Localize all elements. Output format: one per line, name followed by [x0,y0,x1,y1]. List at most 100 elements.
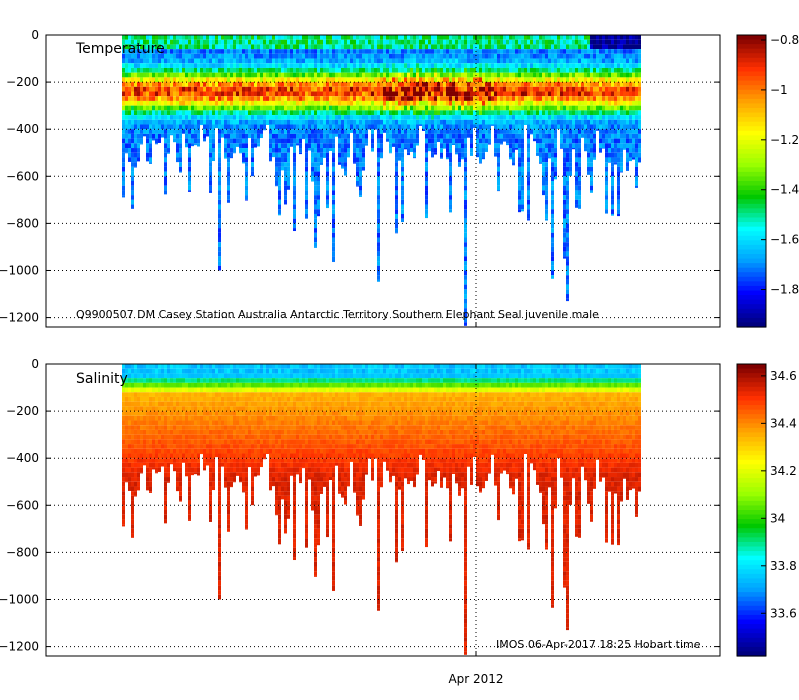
heatmap-cell [578,96,581,101]
heatmap-cell [440,119,443,125]
heatmap-cell [617,91,620,97]
heatmap-cell [617,181,620,186]
heatmap-cell [389,100,392,106]
heatmap-cell [542,148,545,153]
heatmap-cell [596,105,599,111]
heatmap-cell [320,115,323,120]
heatmap-cell [266,35,269,40]
heatmap-cell [521,115,524,120]
heatmap-cell [242,152,245,158]
heatmap-cell [527,58,530,64]
heatmap-cell [509,96,512,101]
heatmap-cell [386,72,389,78]
heatmap-cell [284,171,287,177]
heatmap-cell [311,63,314,68]
heatmap-cell [257,119,260,125]
heatmap-cell [437,119,440,125]
heatmap-cell [359,82,362,87]
heatmap-cell [215,58,218,64]
heatmap-cell [272,53,275,59]
heatmap-cell [470,63,473,68]
heatmap-cell [290,53,293,59]
heatmap-cell [350,91,353,97]
heatmap-cell [425,185,428,191]
heatmap-cell [425,190,428,196]
heatmap-cell [404,39,407,45]
heatmap-cell [521,171,524,177]
heatmap-cell [401,86,404,92]
heatmap-cell [209,138,212,144]
heatmap-cell [296,124,299,130]
heatmap-cell [434,96,437,101]
heatmap-cell [437,86,440,92]
heatmap-cell [323,129,326,134]
heatmap-cell [248,39,251,45]
heatmap-cell [389,72,392,78]
heatmap-cell [575,119,578,125]
heatmap-cell [557,124,560,130]
heatmap-cell [359,143,362,149]
heatmap-cell [566,176,569,181]
heatmap-cell [626,77,629,83]
heatmap-cell [347,91,350,97]
heatmap-cell [314,143,317,149]
heatmap-cell [563,44,566,50]
heatmap-cell [236,124,239,130]
heatmap-cell [461,105,464,111]
heatmap-cell [491,58,494,64]
heatmap-cell [224,77,227,83]
heatmap-cell [317,152,320,158]
heatmap-cell [623,39,626,45]
heatmap-cell [338,152,341,158]
heatmap-cell [587,162,590,167]
heatmap-cell [626,115,629,120]
heatmap-cell [278,63,281,68]
heatmap-cell [362,72,365,78]
heatmap-cell [233,105,236,111]
heatmap-cell [134,133,137,139]
heatmap-cell [137,53,140,59]
heatmap-cell [212,157,215,162]
heatmap-cell [413,58,416,64]
heatmap-cell [248,133,251,139]
heatmap-cell [443,100,446,106]
heatmap-cell [605,72,608,78]
heatmap-cell [542,190,545,196]
heatmap-cell [197,110,200,116]
heatmap-cell [620,72,623,78]
heatmap-cell [464,129,467,134]
heatmap-cell [548,35,551,40]
heatmap-cell [128,105,131,111]
heatmap-cell [464,275,467,280]
heatmap-cell [440,49,443,54]
heatmap-cell [554,49,557,54]
heatmap-cell [245,63,248,68]
heatmap-cell [323,124,326,130]
heatmap-cell [212,100,215,106]
heatmap-cell [167,72,170,78]
heatmap-cell [257,138,260,144]
heatmap-cell [590,129,593,134]
heatmap-cell [530,96,533,101]
heatmap-cell [383,77,386,83]
heatmap-cell [473,77,476,83]
heatmap-cell [278,133,281,139]
heatmap-cell [173,105,176,111]
heatmap-cell [149,86,152,92]
heatmap-cell [218,58,221,64]
heatmap-cell [542,58,545,64]
heatmap-cell [164,105,167,111]
heatmap-cell [350,39,353,45]
heatmap-cell [278,58,281,64]
heatmap-cell [152,82,155,87]
heatmap-cell [521,148,524,153]
heatmap-cell [218,171,221,177]
heatmap-cell [170,49,173,54]
heatmap-cell [143,53,146,59]
heatmap-cell [524,100,527,106]
heatmap-cell [305,143,308,149]
heatmap-cell [620,58,623,64]
heatmap-cell [452,67,455,73]
heatmap-cell [140,39,143,45]
heatmap-cell [584,82,587,87]
